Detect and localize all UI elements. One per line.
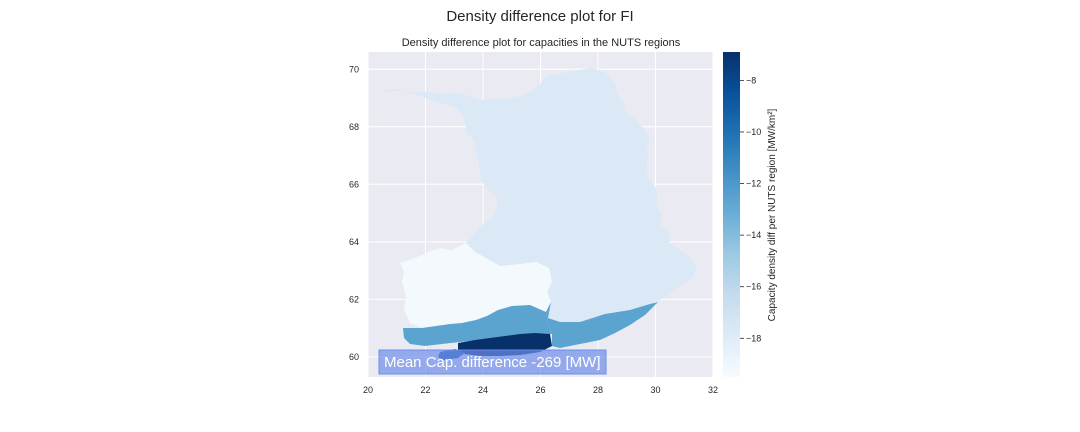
axes-title: Density difference plot for capacities i… (402, 37, 681, 49)
y-tick-label: 66 (349, 179, 359, 189)
x-tick-labels: 20 22 24 26 28 30 32 (363, 385, 718, 395)
colorbar-tick-label: −12 (746, 179, 761, 189)
colorbar-gradient (723, 52, 740, 377)
x-tick-label: 26 (535, 385, 545, 395)
colorbar-ticks: −8 −10 −12 −14 −16 −18 (740, 75, 761, 343)
colorbar: −8 −10 −12 −14 −16 −18 Capacity density diff … (723, 52, 778, 377)
figure-title: Density difference plot for FI (446, 8, 633, 25)
colorbar-tick-label: −18 (746, 333, 761, 343)
x-tick-label: 24 (478, 385, 488, 395)
y-tick-label: 62 (349, 294, 359, 304)
region-south-east (546, 302, 658, 348)
y-tick-label: 70 (349, 64, 359, 74)
x-tick-label: 30 (650, 385, 660, 395)
x-tick-label: 22 (420, 385, 430, 395)
colorbar-tick-label: −8 (746, 75, 756, 85)
colorbar-tick-label: −10 (746, 127, 761, 137)
colorbar-tick-label: −14 (746, 230, 761, 240)
y-tick-label: 64 (349, 237, 359, 247)
region-north-east (383, 68, 697, 322)
x-tick-label: 32 (708, 385, 718, 395)
x-tick-label: 28 (593, 385, 603, 395)
map-axes: 20 22 24 26 28 30 32 60 62 64 66 68 70 (349, 52, 718, 395)
y-tick-label: 60 (349, 352, 359, 362)
y-tick-label: 68 (349, 122, 359, 132)
annotation-box (378, 349, 607, 375)
y-tick-labels: 60 62 64 66 68 70 (349, 64, 359, 362)
x-tick-label: 20 (363, 385, 373, 395)
region-west (400, 243, 552, 328)
annotation-text: Mean Cap. difference -269 [MW] (384, 354, 601, 371)
colorbar-label: Capacity density diff per NUTS region [M… (767, 108, 778, 321)
colorbar-tick-label: −16 (746, 282, 761, 292)
mean-annotation: Mean Cap. difference -269 [MW] (378, 349, 607, 375)
region-south-west-strip (403, 305, 552, 346)
